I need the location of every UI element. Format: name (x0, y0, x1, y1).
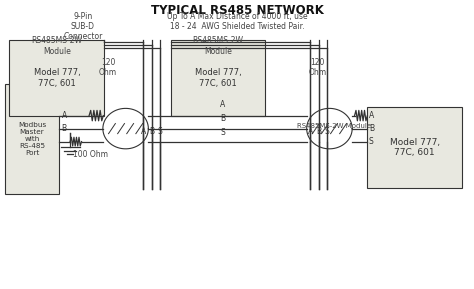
Text: A: A (220, 100, 226, 109)
Text: S: S (220, 128, 225, 137)
Bar (367, 107, 462, 188)
Text: Model 777,
77C, 601: Model 777, 77C, 601 (34, 68, 80, 88)
Text: 120
Ohm: 120 Ohm (99, 58, 117, 77)
Text: B: B (149, 127, 154, 136)
Text: 9-Pin
SUB-D
Connector: 9-Pin SUB-D Connector (63, 12, 103, 41)
Text: B: B (316, 127, 321, 136)
Text: S: S (158, 127, 163, 136)
Text: B: B (62, 124, 67, 133)
Text: 100 Ohm: 100 Ohm (73, 150, 109, 159)
Text: A: A (308, 127, 313, 136)
Text: TYPICAL RS485 NETWORK: TYPICAL RS485 NETWORK (151, 4, 323, 17)
Text: Modbus
Master
with
RS-485
Port: Modbus Master with RS-485 Port (18, 122, 46, 156)
Text: 120
Ohm: 120 Ohm (309, 58, 327, 77)
Text: RS485MS-2W Module: RS485MS-2W Module (297, 123, 371, 129)
Text: A: A (369, 111, 374, 120)
Text: B: B (220, 114, 225, 123)
Text: Model 777,
77C, 601: Model 777, 77C, 601 (390, 138, 440, 157)
Bar (171, 40, 265, 116)
Text: RS485MS-2W
Module: RS485MS-2W Module (31, 36, 82, 55)
Text: Model 777,
77C, 601: Model 777, 77C, 601 (195, 68, 241, 88)
Text: S: S (369, 137, 374, 146)
Text: Up To A Max Distance of 4000 ft, use
18 - 24  AWG Shielded Twisted Pair.: Up To A Max Distance of 4000 ft, use 18 … (167, 12, 307, 31)
Text: A: A (62, 111, 67, 120)
Bar (9, 40, 104, 116)
Text: A: A (140, 127, 146, 136)
Bar (5, 84, 59, 194)
Text: B: B (369, 124, 374, 133)
Text: RS485MS-2W
Module: RS485MS-2W Module (192, 36, 244, 55)
Text: S: S (324, 127, 329, 136)
